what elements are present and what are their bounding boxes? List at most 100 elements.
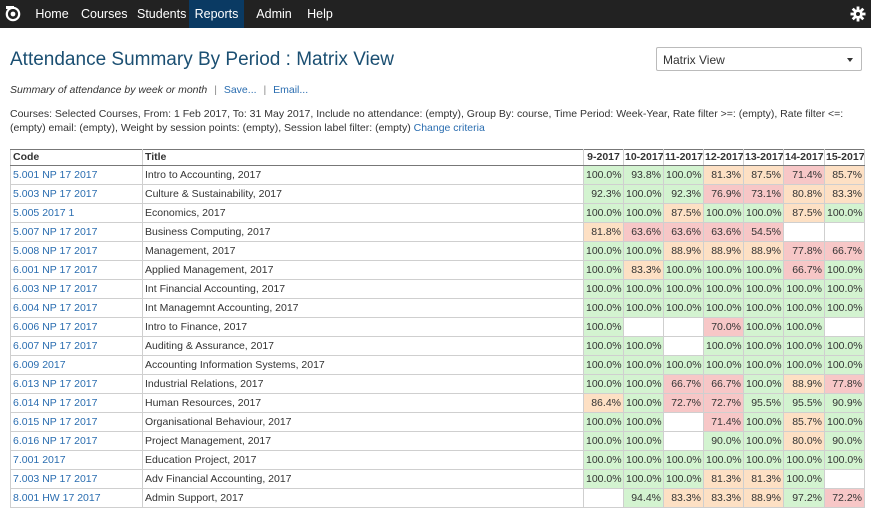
save-link[interactable]: Save... <box>223 84 257 96</box>
course-title: Intro to Finance, 2017 <box>142 317 584 337</box>
attendance-rate-cell: 100.0% <box>623 374 664 394</box>
attendance-rate-cell: 88.9% <box>703 241 744 261</box>
gear-icon[interactable] <box>850 6 866 22</box>
nav-item-reports[interactable]: Reports <box>189 0 244 28</box>
course-title: Adv Financial Accounting, 2017 <box>142 469 584 489</box>
course-title: Management, 2017 <box>142 241 584 261</box>
nav-item-home[interactable]: Home <box>35 7 69 21</box>
nav-item-admin[interactable]: Admin <box>256 7 292 21</box>
course-code-link[interactable]: 7.001 2017 <box>10 450 143 470</box>
attendance-rate-cell: 86.4% <box>583 393 624 413</box>
attendance-rate-cell: 100.0% <box>623 336 664 356</box>
course-title: Applied Management, 2017 <box>142 260 584 280</box>
attendance-rate-cell: 100.0% <box>743 203 784 223</box>
attendance-rate-cell: 100.0% <box>583 469 624 489</box>
course-code-link[interactable]: 6.007 NP 17 2017 <box>10 336 143 356</box>
attendance-rate-cell <box>824 469 865 489</box>
attendance-rate-cell: 100.0% <box>743 450 784 470</box>
attendance-rate-cell: 100.0% <box>824 298 865 318</box>
attendance-rate-cell: 100.0% <box>703 336 744 356</box>
attendance-rate-cell: 100.0% <box>583 450 624 470</box>
column-header[interactable]: 11-2017 <box>663 149 704 166</box>
nav-item-help[interactable]: Help <box>307 7 333 21</box>
table-row: 6.001 NP 17 2017 Applied Management, 2017… <box>10 260 865 280</box>
column-header[interactable]: 10-2017 <box>623 149 664 166</box>
attendance-rate-cell: 100.0% <box>623 450 664 470</box>
attendance-rate-cell: 71.4% <box>703 412 744 432</box>
attendance-rate-cell <box>663 431 704 451</box>
attendance-rate-cell: 92.3% <box>663 184 704 204</box>
column-header[interactable]: 9-2017 <box>583 149 624 166</box>
course-code-link[interactable]: 6.014 NP 17 2017 <box>10 393 143 413</box>
attendance-rate-cell <box>663 336 704 356</box>
attendance-rate-cell: 100.0% <box>824 355 865 375</box>
attendance-rate-cell: 72.2% <box>824 488 865 508</box>
email-link[interactable]: Email... <box>273 84 309 96</box>
course-title: Project Management, 2017 <box>142 431 584 451</box>
column-header[interactable]: 13-2017 <box>743 149 784 166</box>
column-header[interactable]: 12-2017 <box>703 149 744 166</box>
attendance-rate-cell: 90.0% <box>703 431 744 451</box>
column-header[interactable]: 15-2017 <box>824 149 865 166</box>
app-logo-icon[interactable] <box>5 5 21 22</box>
attendance-rate-cell: 100.0% <box>783 317 825 337</box>
table-row: 5.005 2017 1 Economics, 2017 100.0% 100.0% 8… <box>10 203 865 223</box>
attendance-rate-cell: 100.0% <box>583 241 624 261</box>
attendance-rate-cell: 100.0% <box>703 450 744 470</box>
course-code-link[interactable]: 6.001 NP 17 2017 <box>10 260 143 280</box>
attendance-rate-cell: 77.8% <box>783 241 825 261</box>
course-code-link[interactable]: 6.015 NP 17 2017 <box>10 412 143 432</box>
attendance-rate-cell <box>824 222 865 242</box>
course-code-link[interactable]: 5.001 NP 17 2017 <box>10 165 143 185</box>
attendance-rate-cell: 54.5% <box>743 222 784 242</box>
attendance-rate-cell: 100.0% <box>663 355 704 375</box>
nav-item-courses[interactable]: Courses <box>81 7 128 21</box>
criteria-text: Courses: Selected Courses, From: 1 Feb 2… <box>10 108 868 135</box>
attendance-rate-cell: 100.0% <box>583 317 624 337</box>
course-code-link[interactable]: 6.004 NP 17 2017 <box>10 298 143 318</box>
nav-item-students[interactable]: Students <box>137 7 187 21</box>
attendance-rate-cell: 63.6% <box>663 222 704 242</box>
course-code-link[interactable]: 6.013 NP 17 2017 <box>10 374 143 394</box>
attendance-rate-cell: 100.0% <box>623 431 664 451</box>
attendance-rate-cell: 100.0% <box>663 260 704 280</box>
attendance-rate-cell: 100.0% <box>824 336 865 356</box>
attendance-rate-cell: 72.7% <box>703 393 744 413</box>
attendance-rate-cell: 88.9% <box>743 488 784 508</box>
column-header[interactable]: Code <box>10 149 143 166</box>
course-code-link[interactable]: 5.007 NP 17 2017 <box>10 222 143 242</box>
attendance-rate-cell: 100.0% <box>583 336 624 356</box>
course-code-link[interactable]: 6.003 NP 17 2017 <box>10 279 143 299</box>
table-row: 6.013 NP 17 2017 Industrial Relations, 20… <box>10 374 865 394</box>
column-header[interactable]: Title <box>142 149 584 166</box>
course-code-link[interactable]: 7.003 NP 17 2017 <box>10 469 143 489</box>
attendance-rate-cell: 100.0% <box>743 317 784 337</box>
view-mode-select[interactable]: Matrix View <box>656 47 862 71</box>
attendance-rate-cell: 72.7% <box>663 393 704 413</box>
course-code-link[interactable]: 5.003 NP 17 2017 <box>10 184 143 204</box>
course-title: Auditing & Assurance, 2017 <box>142 336 584 356</box>
course-code-link[interactable]: 6.009 2017 <box>10 355 143 375</box>
attendance-rate-cell: 100.0% <box>703 203 744 223</box>
course-code-link[interactable]: 6.006 NP 17 2017 <box>10 317 143 337</box>
table-row: 6.007 NP 17 2017 Auditing & Assurance, 20… <box>10 336 865 356</box>
attendance-rate-cell: 95.5% <box>743 393 784 413</box>
attendance-rate-cell: 87.5% <box>743 165 784 185</box>
course-code-link[interactable]: 5.005 2017 1 <box>10 203 143 223</box>
attendance-rate-cell <box>663 317 704 337</box>
course-code-link[interactable]: 8.001 HW 17 2017 <box>10 488 143 508</box>
attendance-rate-cell <box>663 412 704 432</box>
attendance-rate-cell: 100.0% <box>663 450 704 470</box>
attendance-rate-cell: 100.0% <box>623 184 664 204</box>
attendance-rate-cell <box>824 317 865 337</box>
change-criteria-link[interactable]: Change criteria <box>413 121 485 134</box>
course-code-link[interactable]: 5.008 NP 17 2017 <box>10 241 143 261</box>
attendance-rate-cell: 100.0% <box>743 374 784 394</box>
course-code-link[interactable]: 6.016 NP 17 2017 <box>10 431 143 451</box>
attendance-rate-cell: 100.0% <box>583 412 624 432</box>
attendance-rate-cell: 100.0% <box>743 279 784 299</box>
attendance-rate-cell: 100.0% <box>703 298 744 318</box>
column-header[interactable]: 14-2017 <box>783 149 825 166</box>
attendance-rate-cell: 71.4% <box>783 165 825 185</box>
attendance-rate-cell: 73.1% <box>743 184 784 204</box>
